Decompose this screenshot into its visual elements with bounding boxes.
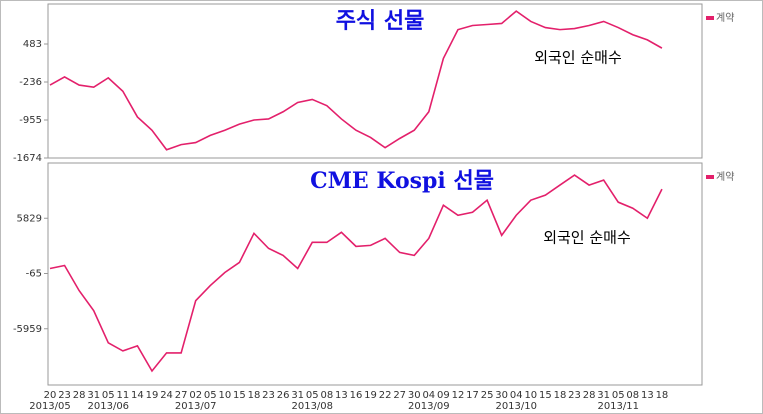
x-tick-label: 30 xyxy=(495,390,508,401)
x-tick-label: 13 xyxy=(335,390,348,401)
series-line xyxy=(49,174,663,373)
x-tick-label: 18 xyxy=(656,390,669,401)
x-tick-label: 23 xyxy=(568,390,581,401)
x-tick-label: 17 xyxy=(466,390,479,401)
x-month-label: 2013/07 xyxy=(175,401,217,412)
x-tick-label: 28 xyxy=(583,390,596,401)
x-month-label: 2013/08 xyxy=(291,401,333,412)
y-tick-label: -955 xyxy=(19,115,42,126)
y-tick-label: 5829 xyxy=(17,213,42,224)
x-tick-label: 23 xyxy=(58,390,71,401)
x-tick-label: 22 xyxy=(379,390,392,401)
x-tick-label: 27 xyxy=(175,390,188,401)
x-tick-label: 30 xyxy=(408,390,421,401)
x-tick-label: 04 xyxy=(510,390,523,401)
x-tick-label: 15 xyxy=(539,390,552,401)
x-month-label: 2013/06 xyxy=(88,401,130,412)
legend-swatch xyxy=(706,175,714,179)
legend-label: 계약 xyxy=(716,171,734,183)
x-tick-label: 08 xyxy=(320,390,333,401)
x-tick-label: 05 xyxy=(102,390,115,401)
y-tick-label: 483 xyxy=(23,39,42,50)
x-tick-label: 25 xyxy=(481,390,494,401)
x-tick-label: 10 xyxy=(218,390,231,401)
x-tick-label: 16 xyxy=(350,390,363,401)
x-tick-label: 04 xyxy=(422,390,435,401)
x-tick-label: 31 xyxy=(597,390,610,401)
x-month-label: 2013/05 xyxy=(29,401,71,412)
legend-label: 계약 xyxy=(716,12,734,24)
x-tick-label: 08 xyxy=(626,390,639,401)
x-tick-label: 10 xyxy=(524,390,537,401)
x-tick-label: 26 xyxy=(277,390,290,401)
x-tick-label: 09 xyxy=(437,390,450,401)
x-tick-label: 20 xyxy=(44,390,57,401)
x-month-label: 2013/11 xyxy=(597,401,639,412)
panel-title: 주식 선물 xyxy=(336,8,425,34)
x-tick-label: 05 xyxy=(612,390,625,401)
y-tick-label: -65 xyxy=(26,269,42,280)
legend-swatch xyxy=(706,16,714,20)
x-tick-label: 02 xyxy=(189,390,202,401)
x-tick-label: 18 xyxy=(554,390,567,401)
panel-title: CME Kospi 선물 xyxy=(310,168,494,194)
x-tick-label: 12 xyxy=(452,390,465,401)
x-tick-label: 15 xyxy=(233,390,246,401)
x-tick-label: 28 xyxy=(73,390,86,401)
annotation: 외국인 순매수 xyxy=(534,49,622,67)
x-tick-label: 31 xyxy=(87,390,100,401)
x-tick-label: 11 xyxy=(116,390,129,401)
x-tick-label: 18 xyxy=(248,390,261,401)
x-tick-label: 23 xyxy=(262,390,275,401)
x-tick-label: 31 xyxy=(291,390,304,401)
x-tick-label: 19 xyxy=(364,390,377,401)
x-tick-label: 13 xyxy=(641,390,654,401)
x-tick-label: 05 xyxy=(204,390,217,401)
y-tick-label: -1674 xyxy=(13,153,42,164)
x-tick-label: 27 xyxy=(393,390,406,401)
y-tick-label: -5959 xyxy=(13,324,42,335)
x-month-label: 2013/09 xyxy=(408,401,450,412)
x-tick-label: 14 xyxy=(131,390,144,401)
series-line xyxy=(49,10,663,151)
x-tick-label: 05 xyxy=(306,390,319,401)
annotation: 외국인 순매수 xyxy=(543,229,631,247)
x-tick-label: 24 xyxy=(160,390,173,401)
y-tick-label: -236 xyxy=(19,77,42,88)
x-tick-label: 19 xyxy=(146,390,159,401)
x-month-label: 2013/10 xyxy=(495,401,537,412)
panel-frame xyxy=(47,3,703,159)
